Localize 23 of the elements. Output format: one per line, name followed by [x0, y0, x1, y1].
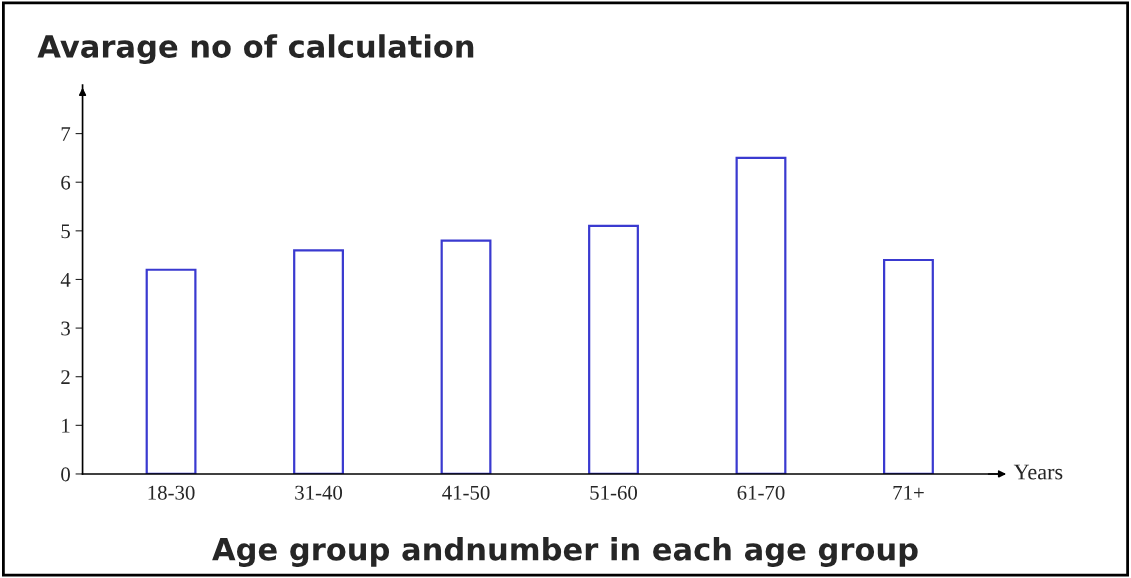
y-tick-label: 1 [62, 418, 70, 433]
bar [145, 268, 197, 474]
bar [735, 156, 787, 474]
y-tick-label: 0 [61, 467, 70, 482]
bar [440, 239, 492, 474]
y-tick-label: 6 [61, 175, 71, 190]
x-tick-label: 41-50 [442, 485, 490, 500]
text: Years [1013, 464, 1063, 480]
x-tick-label: 18-30 [148, 485, 195, 500]
y-tick-label: 3 [61, 321, 70, 336]
bar [293, 249, 344, 474]
x-axis-title: Age group andnumber in each age group [212, 537, 918, 567]
x-tick-label: 51-60 [590, 485, 638, 500]
y-tick-label: 2 [61, 370, 70, 384]
y-tick-label: 5 [61, 224, 70, 239]
x-tick-label: 61-70 [737, 485, 785, 500]
x-tick-label: 71+ [893, 485, 924, 500]
y-tick-label: 7 [61, 127, 71, 141]
chart-title: Avarage no of calculation [37, 34, 474, 65]
y-tick-label: 4 [60, 272, 71, 287]
bar [883, 258, 934, 474]
bar [588, 224, 639, 474]
x-tick-label: 31-40 [295, 485, 343, 500]
